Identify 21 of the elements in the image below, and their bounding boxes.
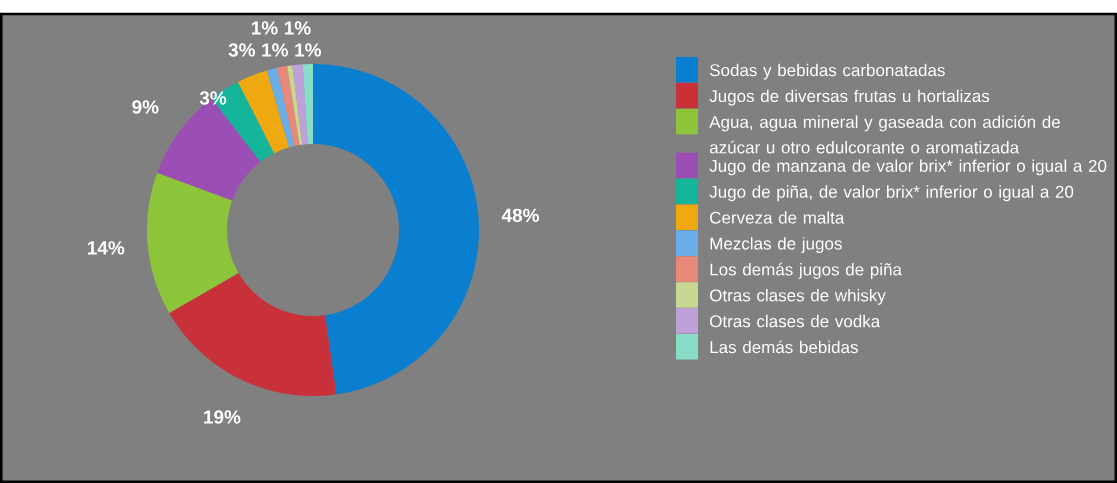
legend-label: Otras clases de whisky	[710, 288, 886, 305]
legend-label: Jugo de manzana de valor brix* inferior o igual a 20	[709, 159, 1107, 176]
data-label: 1%	[251, 21, 278, 35]
legend-label: Mezclas de jugos	[710, 237, 842, 253]
legend-label: Cerveza de malta	[710, 211, 845, 224]
data-label: 1%	[284, 21, 311, 35]
data-label: 1%	[262, 43, 289, 57]
data-label: 3%	[199, 91, 227, 105]
data-label: 1%	[295, 43, 322, 57]
data-label: 14%	[87, 241, 125, 255]
legend-label: Otras clases de vodka	[710, 314, 881, 328]
data-label: 19%	[204, 410, 241, 424]
legend-label: Los demás jugos de piña	[710, 262, 902, 279]
data-label: 9%	[132, 100, 159, 114]
legend-label: Agua, agua mineral y gaseada con adición de azúcar u otro edulcorante o aromatizada	[709, 115, 1060, 154]
data-label: 48%	[501, 208, 539, 223]
data-label: 3%	[228, 43, 256, 57]
legend-label: Jugo de piña, de valor brix* inferior o igual a 20	[709, 185, 1074, 202]
legend-label: Sodas y bebidas carbonatadas	[709, 63, 945, 80]
legend-label: Las demás bebidas	[710, 340, 858, 354]
legend-label: Jugos de diversas frutas u hortalizas	[709, 89, 990, 106]
